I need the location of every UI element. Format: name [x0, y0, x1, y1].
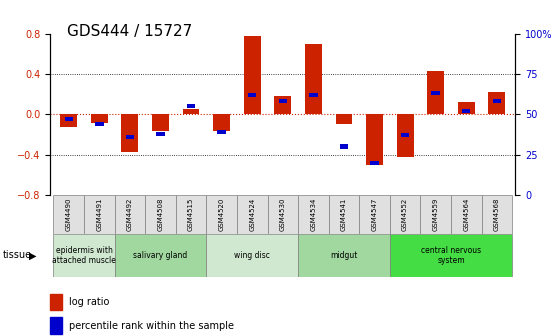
- Text: GSM4520: GSM4520: [218, 198, 225, 231]
- Text: GSM4564: GSM4564: [463, 198, 469, 231]
- Bar: [217, 130, 226, 134]
- FancyBboxPatch shape: [329, 195, 360, 234]
- FancyBboxPatch shape: [206, 195, 237, 234]
- Bar: [244, 36, 260, 114]
- FancyBboxPatch shape: [451, 195, 482, 234]
- Bar: [274, 96, 291, 114]
- FancyBboxPatch shape: [115, 234, 206, 277]
- Text: GDS444 / 15727: GDS444 / 15727: [67, 24, 193, 39]
- Bar: [125, 135, 134, 139]
- Bar: [488, 92, 505, 114]
- Bar: [305, 44, 322, 114]
- Bar: [64, 117, 73, 121]
- Text: GSM4534: GSM4534: [310, 198, 316, 231]
- Text: GSM4492: GSM4492: [127, 198, 133, 231]
- Bar: [309, 93, 318, 97]
- Text: GSM4524: GSM4524: [249, 198, 255, 231]
- FancyBboxPatch shape: [421, 195, 451, 234]
- Bar: [427, 71, 444, 114]
- FancyBboxPatch shape: [482, 195, 512, 234]
- Text: tissue: tissue: [3, 250, 32, 260]
- Text: central nervous
system: central nervous system: [421, 246, 481, 265]
- FancyBboxPatch shape: [390, 195, 421, 234]
- Bar: [370, 161, 379, 165]
- Bar: [458, 102, 475, 114]
- FancyBboxPatch shape: [53, 195, 84, 234]
- Bar: [50, 317, 62, 334]
- Bar: [462, 109, 470, 113]
- FancyBboxPatch shape: [145, 195, 176, 234]
- Text: percentile rank within the sample: percentile rank within the sample: [69, 321, 234, 331]
- Bar: [60, 114, 77, 127]
- Bar: [91, 114, 108, 123]
- Bar: [50, 294, 62, 310]
- Text: GSM4547: GSM4547: [371, 198, 377, 231]
- Text: GSM4490: GSM4490: [66, 198, 72, 231]
- FancyBboxPatch shape: [53, 234, 115, 277]
- Text: midgut: midgut: [330, 251, 358, 260]
- Bar: [152, 114, 169, 131]
- Text: GSM4530: GSM4530: [280, 198, 286, 231]
- Bar: [396, 114, 413, 157]
- Text: wing disc: wing disc: [234, 251, 270, 260]
- FancyBboxPatch shape: [237, 195, 268, 234]
- Text: GSM4515: GSM4515: [188, 198, 194, 231]
- Text: ▶: ▶: [29, 250, 36, 260]
- FancyBboxPatch shape: [176, 195, 206, 234]
- Text: GSM4491: GSM4491: [96, 198, 102, 231]
- Text: GSM4559: GSM4559: [433, 198, 438, 231]
- FancyBboxPatch shape: [298, 234, 390, 277]
- Bar: [187, 104, 195, 108]
- FancyBboxPatch shape: [390, 234, 512, 277]
- FancyBboxPatch shape: [298, 195, 329, 234]
- Text: epidermis with
attached muscle: epidermis with attached muscle: [52, 246, 116, 265]
- Bar: [493, 99, 501, 103]
- FancyBboxPatch shape: [360, 195, 390, 234]
- Text: salivary gland: salivary gland: [133, 251, 188, 260]
- Bar: [432, 91, 440, 95]
- Bar: [248, 93, 256, 97]
- Bar: [95, 122, 104, 126]
- Bar: [122, 114, 138, 152]
- Text: GSM4508: GSM4508: [157, 198, 164, 231]
- Bar: [401, 133, 409, 137]
- Bar: [340, 144, 348, 149]
- FancyBboxPatch shape: [115, 195, 145, 234]
- Bar: [156, 132, 165, 136]
- Bar: [335, 114, 352, 124]
- Bar: [366, 114, 383, 165]
- Bar: [278, 99, 287, 103]
- Text: GSM4541: GSM4541: [341, 198, 347, 231]
- FancyBboxPatch shape: [84, 195, 115, 234]
- Text: GSM4568: GSM4568: [494, 198, 500, 231]
- FancyBboxPatch shape: [206, 234, 298, 277]
- Text: log ratio: log ratio: [69, 297, 109, 307]
- Bar: [213, 114, 230, 131]
- Bar: [183, 109, 199, 114]
- FancyBboxPatch shape: [268, 195, 298, 234]
- Text: GSM4552: GSM4552: [402, 198, 408, 231]
